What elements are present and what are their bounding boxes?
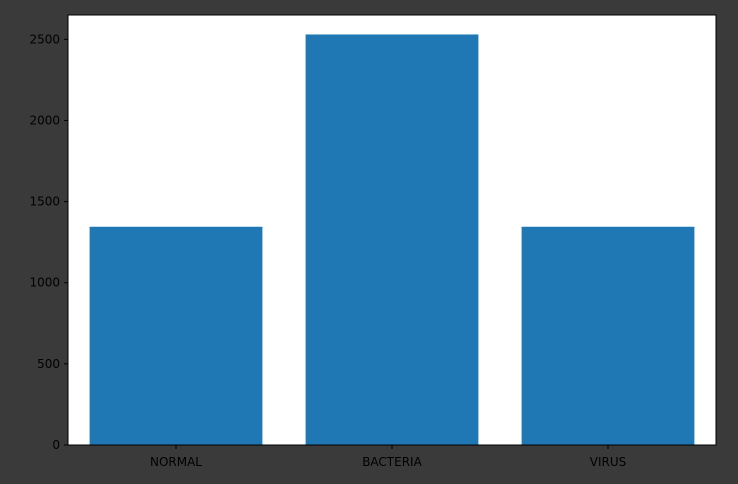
x-tick-label: VIRUS <box>590 455 627 469</box>
bar-bacteria <box>305 34 479 445</box>
y-tick-label: 500 <box>37 357 60 371</box>
y-tick-label: 2500 <box>29 32 60 46</box>
bars-group <box>89 34 695 445</box>
x-tick-label: BACTERIA <box>362 455 422 469</box>
y-tick-label: 1000 <box>29 276 60 290</box>
x-tick-label: NORMAL <box>150 455 202 469</box>
bar-virus <box>521 226 695 445</box>
y-tick-label: 0 <box>52 438 60 452</box>
x-axis: NORMAL BACTERIA VIRUS <box>150 445 626 469</box>
bar-normal <box>89 226 263 445</box>
y-tick-label: 2000 <box>29 113 60 127</box>
y-axis: 0 500 1000 1500 2000 2500 <box>29 32 68 452</box>
plot-frame <box>67 14 717 446</box>
y-tick-label: 1500 <box>29 195 60 209</box>
